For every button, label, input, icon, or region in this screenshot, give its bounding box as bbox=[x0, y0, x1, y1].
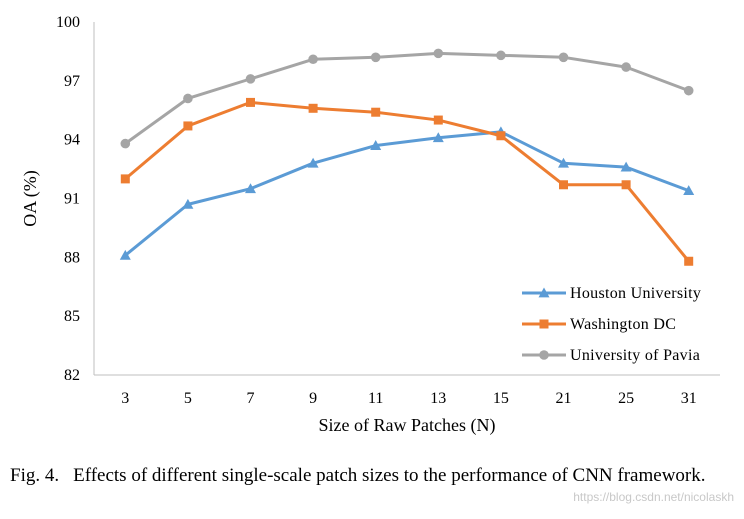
x-tick-label: 5 bbox=[184, 390, 192, 407]
x-tick-label: 11 bbox=[368, 390, 383, 407]
caption-text: Effects of different single-scale patch … bbox=[73, 465, 706, 486]
x-tick-label: 25 bbox=[618, 390, 634, 407]
data-point-university-of-pavia bbox=[433, 48, 444, 59]
data-point-houston-university bbox=[182, 198, 194, 209]
data-point-washington-dc bbox=[496, 131, 506, 141]
y-axis-title-group: OA (%) bbox=[20, 170, 41, 227]
y-axis-title: OA (%) bbox=[20, 170, 41, 227]
data-point-washington-dc bbox=[308, 103, 318, 113]
data-point-washington-dc bbox=[183, 121, 193, 131]
data-point-university-of-pavia bbox=[683, 85, 694, 96]
x-tick-label: 15 bbox=[493, 390, 509, 407]
data-point-university-of-pavia bbox=[245, 74, 256, 84]
data-point-houston-university bbox=[307, 157, 319, 168]
data-point-houston-university bbox=[683, 185, 695, 196]
x-tick-label: 31 bbox=[681, 390, 697, 407]
y-tick-label: 82 bbox=[64, 367, 80, 384]
data-point-university-of-pavia bbox=[496, 50, 506, 61]
x-tick-label: 3 bbox=[121, 390, 129, 407]
data-point-washington-dc bbox=[559, 180, 568, 190]
data-point-university-of-pavia bbox=[558, 52, 569, 63]
data-point-washington-dc bbox=[621, 180, 631, 190]
data-point-houston-university bbox=[245, 183, 256, 194]
x-axis-title: Size of Raw Patches (N) bbox=[319, 415, 496, 436]
data-point-washington-dc bbox=[684, 256, 694, 266]
legend-label-houston-university: Houston University bbox=[570, 285, 701, 302]
data-point-houston-university bbox=[432, 132, 444, 143]
y-tick-label: 94 bbox=[64, 132, 80, 149]
data-point-houston-university bbox=[558, 157, 569, 168]
caption-label: Fig. 4. bbox=[10, 465, 60, 486]
series-line-washington-dc bbox=[124, 100, 690, 263]
y-tick-label: 100 bbox=[56, 14, 80, 31]
data-point-university-of-pavia bbox=[370, 52, 381, 63]
legend-marker-houston-university bbox=[538, 287, 550, 298]
series-line-houston-university bbox=[124, 130, 690, 257]
data-point-houston-university bbox=[370, 140, 382, 150]
data-point-university-of-pavia bbox=[621, 62, 631, 72]
data-point-washington-dc bbox=[371, 107, 381, 117]
y-tick-label: 97 bbox=[64, 73, 80, 90]
figure-caption: Fig. 4. Effects of different single-scale… bbox=[10, 464, 736, 488]
data-point-houston-university bbox=[620, 161, 632, 172]
x-tick-label: 13 bbox=[430, 390, 446, 407]
x-tick-label: 21 bbox=[556, 390, 572, 407]
legend-label-washington-dc: Washington DC bbox=[570, 316, 676, 333]
data-point-washington-dc bbox=[246, 97, 255, 107]
legend-marker-university-of-pavia bbox=[539, 350, 549, 360]
legend-label-university-of-pavia: University of Pavia bbox=[570, 347, 700, 364]
data-point-university-of-pavia bbox=[183, 93, 193, 104]
y-tick-label: 91 bbox=[64, 191, 80, 208]
y-tick-label: 85 bbox=[64, 308, 80, 325]
legend-marker-washington-dc bbox=[539, 319, 549, 329]
x-tick-label: 7 bbox=[247, 390, 255, 407]
chart-canvas: OA (%) Size of Raw Patches (N) 82 85 88 91 9… bbox=[20, 14, 720, 436]
data-point-houston-university bbox=[119, 249, 131, 260]
data-point-university-of-pavia bbox=[120, 138, 131, 149]
data-point-washington-dc bbox=[120, 174, 130, 184]
y-tick-label: 88 bbox=[64, 249, 80, 266]
watermark-text: https://blog.csdn.net/nicolaskh bbox=[573, 490, 734, 504]
line-chart: OA (%) Size of Raw Patches (N) 82 85 88 91 9… bbox=[20, 14, 720, 436]
data-point-university-of-pavia bbox=[308, 54, 318, 65]
series-line-university-of-pavia bbox=[124, 51, 690, 145]
x-tick-label: 9 bbox=[309, 390, 317, 407]
data-point-washington-dc bbox=[433, 115, 443, 125]
